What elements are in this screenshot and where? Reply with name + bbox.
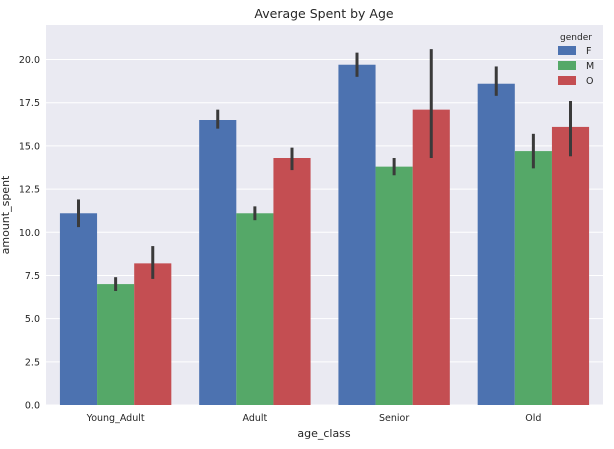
bar-F-Senior	[338, 64, 376, 406]
legend-label-F: F	[586, 46, 591, 57]
y-tick-label: 7.5	[25, 271, 40, 282]
x-tick-label: Senior	[379, 413, 409, 424]
bar-F-Adult	[199, 120, 237, 405]
bar-O-Young_Adult	[134, 263, 172, 405]
legend-swatch-M	[558, 61, 576, 70]
bar-M-Adult	[236, 213, 274, 405]
y-tick-label: 0.0	[25, 401, 40, 412]
bar-F-Old	[477, 83, 515, 406]
legend-label-M: M	[586, 61, 594, 72]
bars-group	[59, 64, 590, 406]
legend-title: gender	[560, 33, 592, 43]
bar-O-Old	[551, 126, 590, 405]
y-tick-labels: 0.0 2.5 5.0 7.5 10.0 12.5 15.0 17.5 20.0	[19, 55, 40, 411]
legend-items: FMO	[558, 46, 594, 87]
y-tick-label: 10.0	[19, 228, 40, 239]
chart-title: Average Spent by Age	[254, 6, 393, 21]
bar-F-Young_Adult	[59, 213, 98, 405]
bar-O-Senior	[412, 109, 450, 406]
bar-M-Young_Adult	[97, 284, 135, 405]
x-tick-label: Young_Adult	[86, 413, 145, 424]
legend-swatch-F	[558, 46, 576, 55]
x-tick-label: Adult	[243, 413, 268, 424]
legend-label-O: O	[586, 76, 593, 87]
x-tick-label: Old	[525, 413, 541, 424]
bar-M-Senior	[375, 166, 413, 405]
bar-O-Adult	[273, 158, 311, 405]
y-tick-label: 12.5	[19, 185, 40, 196]
y-tick-label: 20.0	[19, 55, 40, 66]
bar-M-Old	[514, 151, 552, 405]
x-axis-label: age_class	[297, 427, 351, 440]
legend-swatch-O	[558, 76, 576, 85]
y-tick-label: 2.5	[25, 357, 40, 368]
y-axis-label: amount_spent	[0, 175, 12, 254]
legend: gender FMO	[558, 33, 594, 87]
error-bars-group	[76, 49, 573, 291]
y-tick-label: 5.0	[25, 314, 40, 325]
y-tick-label: 15.0	[19, 141, 40, 152]
y-tick-label: 17.5	[19, 98, 40, 109]
x-tick-labels: Young_Adult Adult Senior Old	[86, 413, 542, 424]
